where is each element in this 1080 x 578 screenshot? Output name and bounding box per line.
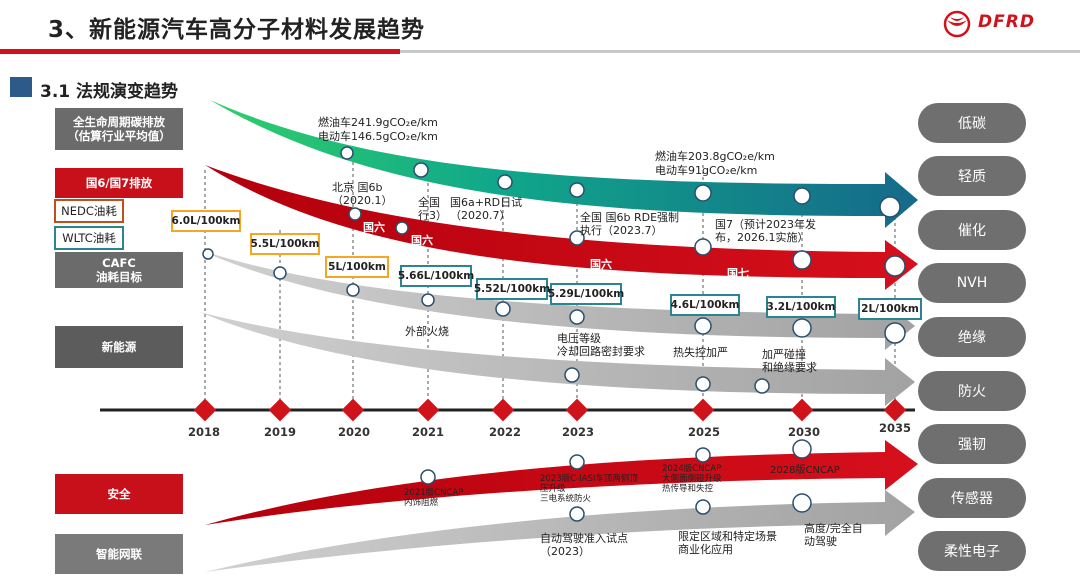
milestone-dots [202, 146, 906, 522]
row-label-safety: 安全 [55, 474, 183, 514]
emission-tag-gb6: 国六 [363, 221, 385, 234]
ict-trend-arrow [205, 490, 915, 572]
pill-toughness: 强韧 [918, 424, 1026, 464]
pill-flexible-electronics: 柔性电子 [918, 531, 1026, 571]
section-title: 3.1 法规演变趋势 [40, 82, 179, 102]
logo-text: DFRD [978, 12, 1035, 32]
emission-trend-arrow [205, 165, 918, 290]
year-label: 2023 [562, 425, 595, 439]
row-label-cafc: CAFC 油耗目标 [55, 252, 183, 288]
emission-note-national-6a: 全国 行3） [418, 196, 447, 222]
nev-note-voltage: 电压等级 冷却回路密封要求 [557, 332, 645, 358]
fuel-target-2019: 5.5L/100km [250, 233, 320, 255]
safety-note-2028: 2028版CNCAP [770, 465, 840, 476]
page-title: 3、新能源汽车高分子材料发展趋势 [48, 17, 426, 43]
fuel-target-2018: 6.0L/100km [171, 210, 241, 232]
ict-note-pilot: 自动驾驶准入试点 （2023） [540, 532, 628, 558]
year-label: 2025 [688, 425, 721, 439]
fuel-target-2030: 3.2L/100km [766, 296, 836, 318]
carbon-note-2019-ice: 燃油车241.9gCO₂e/km [318, 116, 438, 129]
pill-insulation: 绝缘 [918, 317, 1026, 357]
fuel-target-2023: 5.29L/100km [548, 283, 624, 305]
cafc-trend-arrow [200, 250, 915, 350]
nev-note-collision: 加严碰撞 和绝缘要求 [762, 348, 817, 374]
year-label: 2018 [188, 425, 221, 439]
carbon-note-2025-ice: 燃油车203.8gCO₂e/km [655, 150, 775, 163]
dfrd-logo: DFRD [940, 10, 1050, 38]
ict-note-limited: 限定区域和特定场景 商业化应用 [678, 530, 777, 556]
emission-tag-gb6: 国六 [590, 258, 612, 271]
row-label-nedc: NEDC油耗 [54, 199, 124, 223]
row-label-emission: 国6/国7排放 [55, 168, 183, 198]
fuel-target-2021: 5.66L/100km [398, 265, 474, 287]
year-label: 2021 [412, 425, 445, 439]
dongfeng-swallow-icon [943, 10, 971, 38]
year-label: 2020 [338, 425, 371, 439]
year-label: 2019 [264, 425, 297, 439]
year-label: 2035 [879, 421, 912, 435]
carbon-note-2025-ev: 电动车91gCO₂e/km [655, 164, 758, 177]
emission-tag-gb6: 国六 [411, 234, 433, 247]
row-label-carbon: 全生命周期碳排放 （估算行业平均值） [55, 108, 183, 150]
nev-note-thermal: 热失控加严 [673, 346, 728, 359]
safety-trend-arrow [205, 440, 918, 525]
header-rule-red [0, 49, 400, 54]
section-marker [10, 77, 32, 97]
pill-low-carbon: 低碳 [918, 103, 1026, 143]
fuel-target-2025: 4.6L/100km [670, 294, 740, 316]
nev-trend-arrow [200, 312, 915, 406]
emission-tag-gb7: 国七 [727, 267, 749, 280]
carbon-trend-arrow [210, 100, 918, 228]
safety-note-2023: 2023版C-IASI车顶两侧顶 压升级 三电系统防火 [540, 474, 638, 504]
fuel-target-2035: 2L/100km [858, 298, 922, 320]
year-label: 2022 [489, 425, 522, 439]
fuel-target-2020: 5L/100km [325, 256, 389, 278]
pill-fireproof: 防火 [918, 371, 1026, 411]
pill-sensor: 传感器 [918, 478, 1026, 518]
carbon-note-2019-ev: 电动车146.5gCO₂e/km [318, 130, 438, 143]
row-label-nev: 新能源 [55, 326, 183, 368]
safety-note-2021: 2021版CNCAP 内饰阻燃 [404, 488, 464, 508]
header-rule-gray [0, 50, 1080, 53]
timeline-diamonds [193, 398, 907, 422]
row-label-ict: 智能网联 [55, 534, 183, 574]
fuel-target-2022: 5.52L/100km [474, 278, 550, 300]
row-label-wltc: WLTC油耗 [54, 226, 124, 250]
safety-note-2024: 2024版CNCAP 大侧面侧碰升级 热传导和失控 [662, 464, 722, 494]
emission-note-gb7: 国7（预计2023年发 布，2026.1实施） [715, 218, 816, 244]
emission-note-6b-rde: 全国 国6b RDE强制 执行（2023.7） [580, 211, 680, 237]
ict-note-full: 高度/完全自 动驾驶 [804, 522, 863, 548]
year-label: 2030 [788, 425, 821, 439]
pill-catalysis: 催化 [918, 210, 1026, 250]
nev-note-fire: 外部火烧 [405, 325, 449, 338]
pill-nvh: NVH [918, 263, 1026, 303]
emission-note-6a-rde: 国6a+RD日试 （2020.7） [450, 196, 523, 222]
pill-lightweight: 轻质 [918, 156, 1026, 196]
emission-note-beijing: 北京 国6b （2020.1） [332, 181, 393, 207]
